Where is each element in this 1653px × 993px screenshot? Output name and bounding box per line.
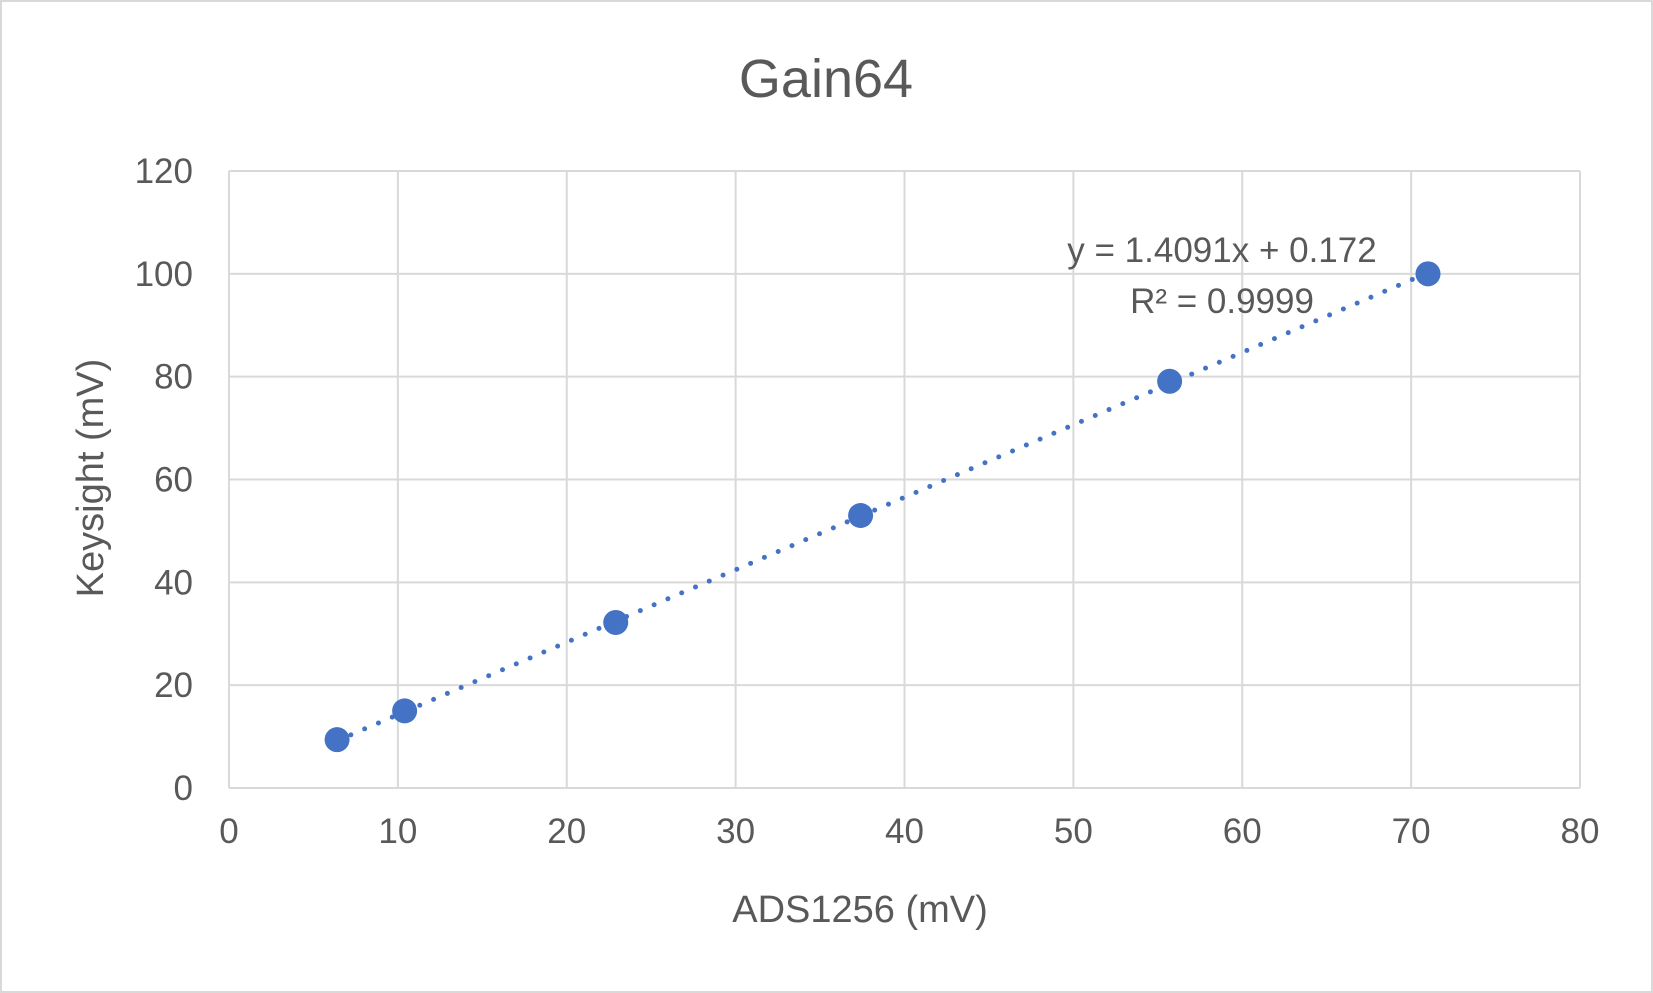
y-tick-label: 60 xyxy=(154,461,193,500)
data-point xyxy=(603,609,629,635)
x-tick-label: 80 xyxy=(1561,812,1600,851)
x-tick-label: 40 xyxy=(885,812,924,851)
x-tick-label: 10 xyxy=(378,812,417,851)
data-point xyxy=(1157,368,1183,394)
y-tick-label: 120 xyxy=(135,152,193,191)
x-tick-label: 0 xyxy=(219,812,238,851)
trendline-equation: y = 1.4091x + 0.172 xyxy=(1067,231,1376,270)
y-axis-label: Keysight (mV) xyxy=(70,359,112,598)
data-point xyxy=(324,727,350,753)
data-point xyxy=(392,698,418,724)
data-point xyxy=(848,502,874,528)
data-points xyxy=(324,261,1441,753)
data-point xyxy=(1415,261,1441,287)
trendline-layer xyxy=(334,270,1431,744)
y-tick-label: 0 xyxy=(174,769,193,808)
x-tick-label: 70 xyxy=(1392,812,1431,851)
x-tick-label: 20 xyxy=(547,812,586,851)
tick-labels: 0 10 20 30 40 50 60 70 80 0 20 40 60 80 100 120 xyxy=(135,152,1600,851)
x-tick-label: 30 xyxy=(716,812,755,851)
r-squared-label: R² = 0.9999 xyxy=(1130,282,1314,321)
y-tick-label: 40 xyxy=(154,563,193,602)
trendline xyxy=(334,270,1431,744)
chart-title: Gain64 xyxy=(739,49,913,109)
y-tick-label: 80 xyxy=(154,358,193,397)
y-tick-label: 100 xyxy=(135,255,193,294)
grid-lines xyxy=(228,170,1581,789)
x-tick-label: 60 xyxy=(1223,812,1262,851)
y-tick-label: 20 xyxy=(154,666,193,705)
x-tick-label: 50 xyxy=(1054,812,1093,851)
x-axis-label: ADS1256 (mV) xyxy=(732,889,988,931)
